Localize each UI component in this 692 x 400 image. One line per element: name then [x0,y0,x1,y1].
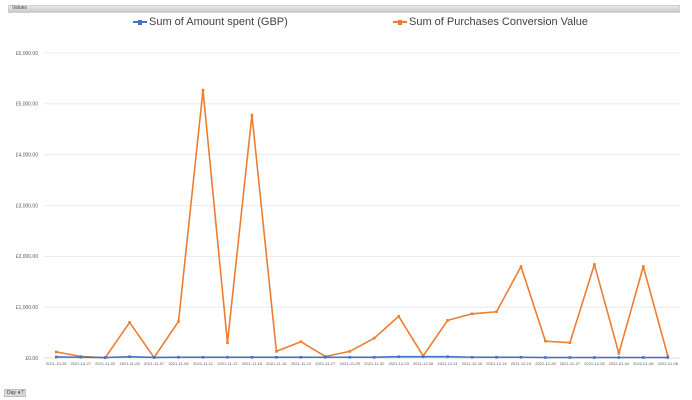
x-axis-tick-label: 2021-10-25 [46,361,67,366]
y-axis-tick-label: £1,000.00 [16,305,38,311]
x-axis-tick-label: 2021-11-12 [217,361,238,366]
y-axis-tick-label: £5,000.00 [16,102,38,108]
x-axis-tick-label: 2021-11-05 [120,361,141,366]
x-axis-tick-label: 2022-01-04 [609,361,630,366]
data-point-marker[interactable] [372,355,376,359]
x-axis-tick-label: 2022-01-08 [658,361,679,366]
day-filter-label: Day [7,390,16,396]
values-field-bar[interactable]: Values [8,5,680,13]
data-point-marker[interactable] [250,355,254,359]
x-axis-tick-label: 2021-12-26 [535,361,556,366]
data-point-marker[interactable] [593,263,596,266]
x-axis-tick-label: 2021-11-08 [168,361,189,366]
y-axis-tick-label: £6,000.00 [16,51,38,57]
series-line[interactable] [54,355,670,359]
data-point-marker[interactable] [226,341,229,345]
data-point-marker[interactable] [519,265,523,268]
data-point-marker[interactable] [79,355,82,359]
data-point-marker[interactable] [397,315,400,318]
data-point-marker[interactable] [642,356,645,359]
x-axis-tick-label: 2021-12-11 [438,361,459,366]
data-point-marker[interactable] [299,340,303,344]
data-point-marker[interactable] [519,355,523,359]
y-axis-tick-label: £3,000.00 [16,203,38,209]
x-axis-tick-label: 2021-11-30 [364,361,385,366]
data-point-marker[interactable] [152,356,156,359]
x-axis-tick-label: 2021-12-06 [413,361,434,366]
data-point-marker[interactable] [54,350,58,354]
x-axis-tick-label: 2021-12-03 [388,361,409,366]
data-point-marker[interactable] [617,352,621,355]
x-axis-tick-label: 2021-11-27 [315,361,336,366]
data-point-marker[interactable] [397,355,400,359]
data-point-marker[interactable] [103,356,107,359]
x-axis-tick-label: 2021-11-07 [144,361,165,366]
data-point-marker[interactable] [544,356,547,359]
data-point-marker[interactable] [470,312,474,316]
data-point-marker[interactable] [201,355,205,359]
data-point-marker[interactable] [54,355,58,359]
legend-line-marker-icon [393,19,407,25]
data-point-marker[interactable] [177,355,180,359]
data-point-marker[interactable] [544,339,547,343]
data-point-marker[interactable] [421,355,425,359]
legend-label: Sum of Amount spent (GBP) [149,16,288,28]
data-point-marker[interactable] [666,354,670,358]
x-axis-tick-label: 2021-12-28 [584,361,605,366]
data-point-marker[interactable] [495,310,498,314]
legend-line-marker-icon [133,19,147,25]
x-axis-tick-label: 2021-11-15 [242,361,263,366]
y-axis-tick-label: £4,000.00 [16,152,38,158]
data-point-marker[interactable] [250,113,254,117]
data-point-marker[interactable] [495,355,498,359]
y-axis-tick-label: £0.00 [25,356,38,362]
data-point-marker[interactable] [226,355,229,359]
x-axis-tick-label: 2021-12-19 [511,361,532,366]
data-point-marker[interactable] [593,356,596,359]
x-axis-tick-label: 2021-11-02 [95,361,116,366]
data-point-marker[interactable] [446,319,449,322]
chart-legend: Sum of Amount spent (GBP) Sum of Purchas… [0,14,692,32]
legend-item-conversion-value[interactable]: Sum of Purchases Conversion Value [393,16,588,28]
data-point-marker[interactable] [299,355,303,359]
data-point-marker[interactable] [324,355,327,359]
x-axis-tick-label: 2021-11-16 [266,361,287,366]
data-point-marker[interactable] [617,356,621,359]
legend-label: Sum of Purchases Conversion Value [409,16,588,28]
x-axis-tick-label: 2021-12-16 [486,361,507,366]
data-point-marker[interactable] [666,356,670,359]
data-point-marker[interactable] [201,88,205,92]
data-point-marker[interactable] [128,355,131,359]
data-point-marker[interactable] [568,356,572,359]
data-point-marker[interactable] [348,350,352,353]
x-axis-tick-label: 2022-01-05 [633,361,654,366]
x-axis-tick-label: 2021-11-11 [193,361,214,366]
series-line[interactable] [54,88,670,360]
data-point-marker[interactable] [275,350,278,353]
data-point-marker[interactable] [177,320,180,323]
data-point-marker[interactable] [128,321,131,324]
x-axis-tick-label: 2021-12-27 [560,361,581,366]
data-point-marker[interactable] [275,355,278,359]
data-point-marker[interactable] [568,341,572,345]
data-point-marker[interactable] [348,355,352,359]
data-point-marker[interactable] [642,265,645,268]
x-axis-tick-label: 2021-12-15 [462,361,483,366]
values-field-label: Values [12,5,27,11]
data-point-marker[interactable] [446,355,449,359]
data-point-marker[interactable] [372,336,376,340]
data-point-marker[interactable] [470,355,474,359]
filter-dropdown-icon: ▾⊤ [17,390,25,396]
legend-item-amount-spent[interactable]: Sum of Amount spent (GBP) [133,16,288,28]
day-filter-button[interactable]: Day ▾⊤ [4,389,26,397]
x-axis-tick-label: 2021-11-29 [340,361,361,366]
x-axis-tick-label: 2021-10-27 [70,361,91,366]
x-axis-tick-label: 2021-11-24 [291,361,312,366]
y-axis-tick-label: £2,000.00 [16,254,38,260]
